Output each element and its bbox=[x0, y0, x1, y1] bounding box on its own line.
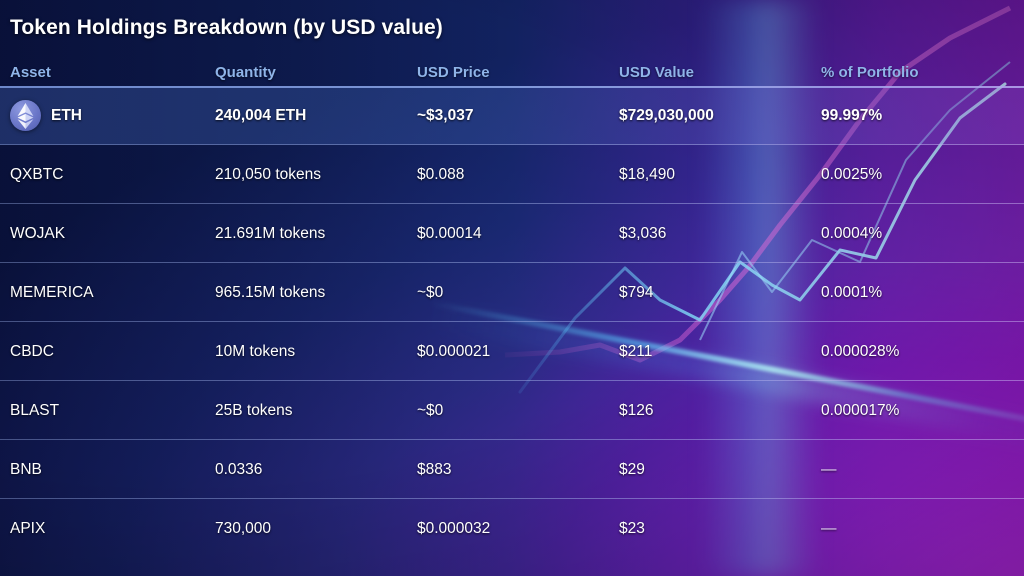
cell-usd-value: $29 bbox=[619, 460, 645, 478]
cell-pct-portfolio: 0.0001% bbox=[821, 283, 883, 301]
cell-asset: MEMERICA bbox=[10, 283, 94, 301]
asset-label: ETH bbox=[51, 106, 82, 124]
cell-pct-portfolio: 0.0025% bbox=[821, 165, 883, 183]
cell-quantity: 965.15M tokens bbox=[215, 283, 326, 301]
cell-pct-portfolio: 0.000028% bbox=[821, 342, 900, 360]
cell-pct-portfolio: — bbox=[821, 460, 837, 478]
cell-usd-price: $0.000032 bbox=[417, 519, 491, 537]
cell-usd-price: $0.00014 bbox=[417, 224, 482, 242]
page-title: Token Holdings Breakdown (by USD value) bbox=[10, 16, 443, 39]
cell-quantity: 0.0336 bbox=[215, 460, 263, 478]
cell-usd-value: $18,490 bbox=[619, 165, 676, 183]
table-row-eth[interactable]: ETH 240,004 ETH ~$3,037 $729,030,000 99.… bbox=[0, 86, 1024, 145]
table-header-row: Asset Quantity USD Price USD Value % of … bbox=[0, 58, 1024, 88]
cell-pct-portfolio: 0.0004% bbox=[821, 224, 883, 242]
cell-usd-value: $729,030,000 bbox=[619, 106, 714, 124]
column-header-quantity: Quantity bbox=[215, 63, 276, 81]
table-row-memerica[interactable]: MEMERICA 965.15M tokens ~$0 $794 0.0001% bbox=[0, 263, 1024, 322]
cell-usd-value: $23 bbox=[619, 519, 645, 537]
row-divider bbox=[0, 380, 1024, 381]
holdings-table: Asset Quantity USD Price USD Value % of … bbox=[0, 58, 1024, 558]
header-underline bbox=[0, 86, 1024, 88]
cell-asset: CBDC bbox=[10, 342, 54, 360]
row-divider bbox=[0, 321, 1024, 322]
cell-quantity: 240,004 ETH bbox=[215, 106, 307, 124]
cell-usd-price: $883 bbox=[417, 460, 452, 478]
cell-quantity: 21.691M tokens bbox=[215, 224, 326, 242]
row-divider bbox=[0, 262, 1024, 263]
cell-usd-value: $126 bbox=[619, 401, 654, 419]
table-row-apix[interactable]: APIX 730,000 $0.000032 $23 — bbox=[0, 499, 1024, 558]
cell-pct-portfolio: 99.997% bbox=[821, 106, 883, 124]
table-row-bnb[interactable]: BNB 0.0336 $883 $29 — bbox=[0, 440, 1024, 499]
row-divider bbox=[0, 498, 1024, 499]
row-divider bbox=[0, 439, 1024, 440]
cell-usd-value: $3,036 bbox=[619, 224, 667, 242]
column-header-pct-portfolio: % of Portfolio bbox=[821, 63, 919, 81]
cell-asset: WOJAK bbox=[10, 224, 66, 242]
cell-pct-portfolio: — bbox=[821, 519, 837, 537]
column-header-usd-price: USD Price bbox=[417, 63, 490, 81]
cell-usd-price: ~$3,037 bbox=[417, 106, 474, 124]
table-row-wojak[interactable]: WOJAK 21.691M tokens $0.00014 $3,036 0.0… bbox=[0, 204, 1024, 263]
cell-usd-price: ~$0 bbox=[417, 283, 444, 301]
column-header-asset: Asset bbox=[10, 63, 51, 81]
row-divider bbox=[0, 203, 1024, 204]
row-divider bbox=[0, 144, 1024, 145]
cell-asset: ETH bbox=[0, 100, 215, 131]
cell-asset: APIX bbox=[10, 519, 46, 537]
cell-usd-value: $794 bbox=[619, 283, 654, 301]
cell-usd-value: $211 bbox=[619, 342, 653, 360]
cell-pct-portfolio: 0.000017% bbox=[821, 401, 900, 419]
cell-usd-price: ~$0 bbox=[417, 401, 444, 419]
cell-quantity: 25B tokens bbox=[215, 401, 293, 419]
cell-asset: BLAST bbox=[10, 401, 60, 419]
cell-asset: QXBTC bbox=[10, 165, 64, 183]
cell-asset: BNB bbox=[10, 460, 42, 478]
cell-usd-price: $0.088 bbox=[417, 165, 465, 183]
cell-quantity: 210,050 tokens bbox=[215, 165, 322, 183]
cell-usd-price: $0.000021 bbox=[417, 342, 491, 360]
column-header-usd-value: USD Value bbox=[619, 63, 695, 81]
ethereum-icon bbox=[10, 100, 41, 131]
cell-quantity: 730,000 bbox=[215, 519, 272, 537]
table-row-blast[interactable]: BLAST 25B tokens ~$0 $126 0.000017% bbox=[0, 381, 1024, 440]
cell-quantity: 10M tokens bbox=[215, 342, 296, 360]
table-row-cbdc[interactable]: CBDC 10M tokens $0.000021 $211 0.000028% bbox=[0, 322, 1024, 381]
table-row-qxbtc[interactable]: QXBTC 210,050 tokens $0.088 $18,490 0.00… bbox=[0, 145, 1024, 204]
